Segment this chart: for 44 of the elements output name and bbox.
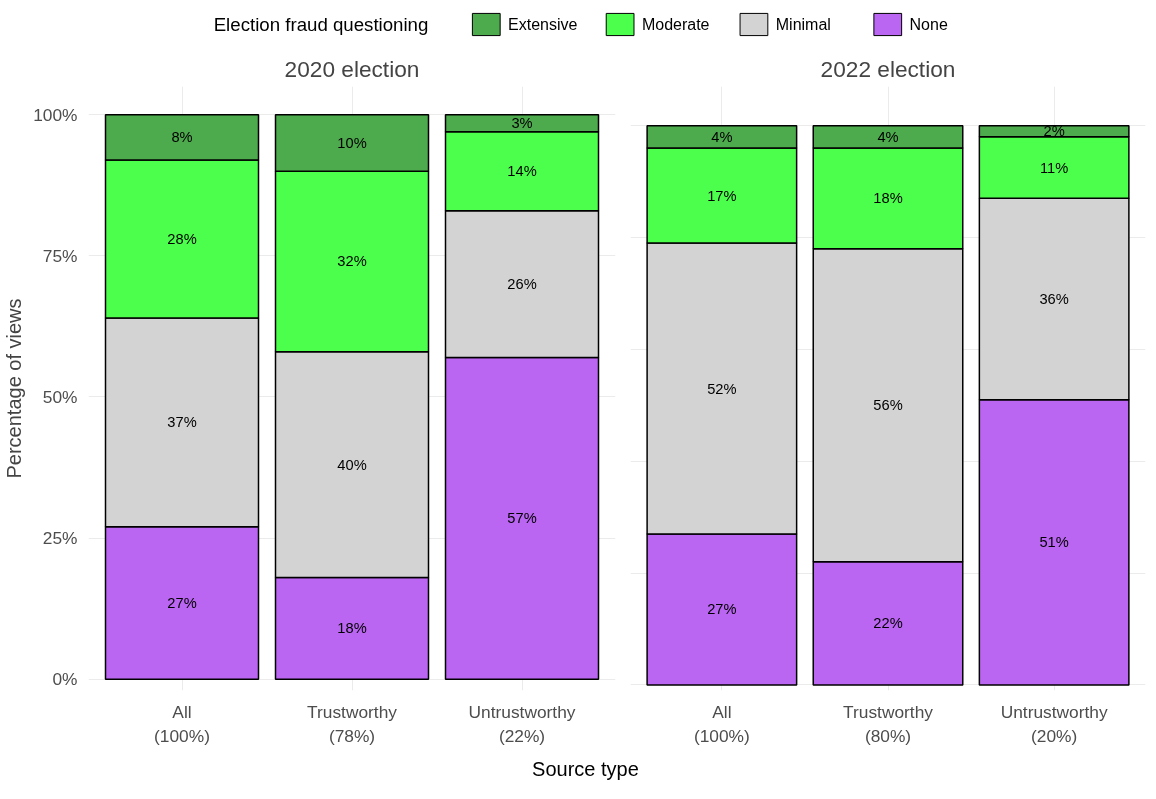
y-tick-label: 100% [33,104,78,125]
data-label: 4% [711,128,733,145]
data-label: 3% [511,115,533,132]
y-tick-label: 75% [42,245,78,266]
data-label: 11% [1040,159,1069,176]
legend-label: Minimal [775,16,831,33]
data-label: 14% [507,163,537,180]
data-label: 57% [507,510,537,527]
data-label: 28% [167,230,197,247]
data-label: 40% [337,456,367,473]
y-axis-title: Percentage of views [3,298,26,479]
data-label: 10% [337,134,367,151]
data-label: 37% [167,414,197,431]
x-tick-label: Untrustworthy (20%) [1000,701,1108,746]
data-label: 2% [1043,123,1065,140]
y-tick-label: 50% [42,386,78,407]
data-label: 32% [337,253,367,270]
x-tick-label: All (100%) [154,701,210,746]
x-tick-label: Trustworthy (78%) [307,701,398,746]
x-tick-label: Trustworthy (80%) [843,701,934,746]
data-label: 56% [873,397,903,414]
data-label: 18% [873,190,903,207]
legend-label: Moderate [641,16,710,33]
chart-title: 2020 election [284,55,420,82]
data-label: 18% [337,620,367,637]
data-label: 27% [707,601,737,618]
legend-label: None [909,16,948,33]
y-tick-label: 25% [42,528,78,549]
x-tick-label: All (100%) [693,701,750,746]
data-label: 26% [507,276,537,293]
chart-title: 2022 election [820,55,956,82]
x-axis-title: Source type [532,757,639,780]
data-label: 17% [707,187,737,204]
x-tick-label: Untrustworthy (22%) [468,701,576,746]
data-label: 36% [1039,291,1069,308]
legend-label: Extensive [508,16,578,33]
data-label: 8% [171,129,193,146]
data-label: 27% [167,595,197,611]
legend-title: Election fraud questioning [213,14,429,35]
y-tick-label: 0% [52,669,78,690]
data-label: 52% [707,380,737,397]
data-label: 4% [877,128,899,145]
data-label: 51% [1039,534,1069,551]
data-label: 22% [873,615,903,632]
